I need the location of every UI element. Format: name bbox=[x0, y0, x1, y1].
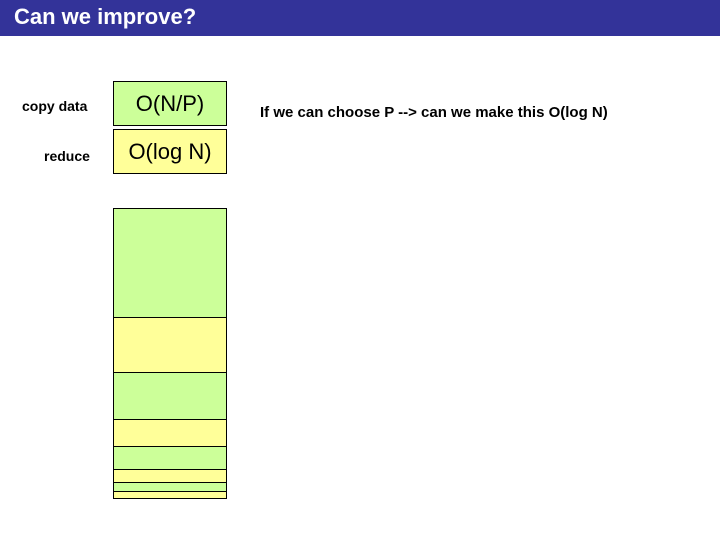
page-title: Can we improve? bbox=[14, 4, 196, 29]
side-note: If we can choose P --> can we make this … bbox=[260, 104, 608, 121]
stack-bar-5 bbox=[113, 469, 227, 483]
diagram-area: copy data reduce If we can choose P --> … bbox=[0, 36, 720, 540]
stack-bar-2 bbox=[113, 372, 227, 420]
cell-copy-data: O(N/P) bbox=[113, 81, 227, 126]
stack-bar-1 bbox=[113, 317, 227, 373]
label-reduce: reduce bbox=[44, 148, 90, 164]
stack-bar-0 bbox=[113, 208, 227, 318]
cell-reduce: O(log N) bbox=[113, 129, 227, 174]
title-bar: Can we improve? bbox=[0, 0, 720, 36]
stack-bar-7 bbox=[113, 491, 227, 499]
stack-bar-3 bbox=[113, 419, 227, 447]
label-copy-data: copy data bbox=[22, 98, 87, 114]
stack-bar-4 bbox=[113, 446, 227, 470]
